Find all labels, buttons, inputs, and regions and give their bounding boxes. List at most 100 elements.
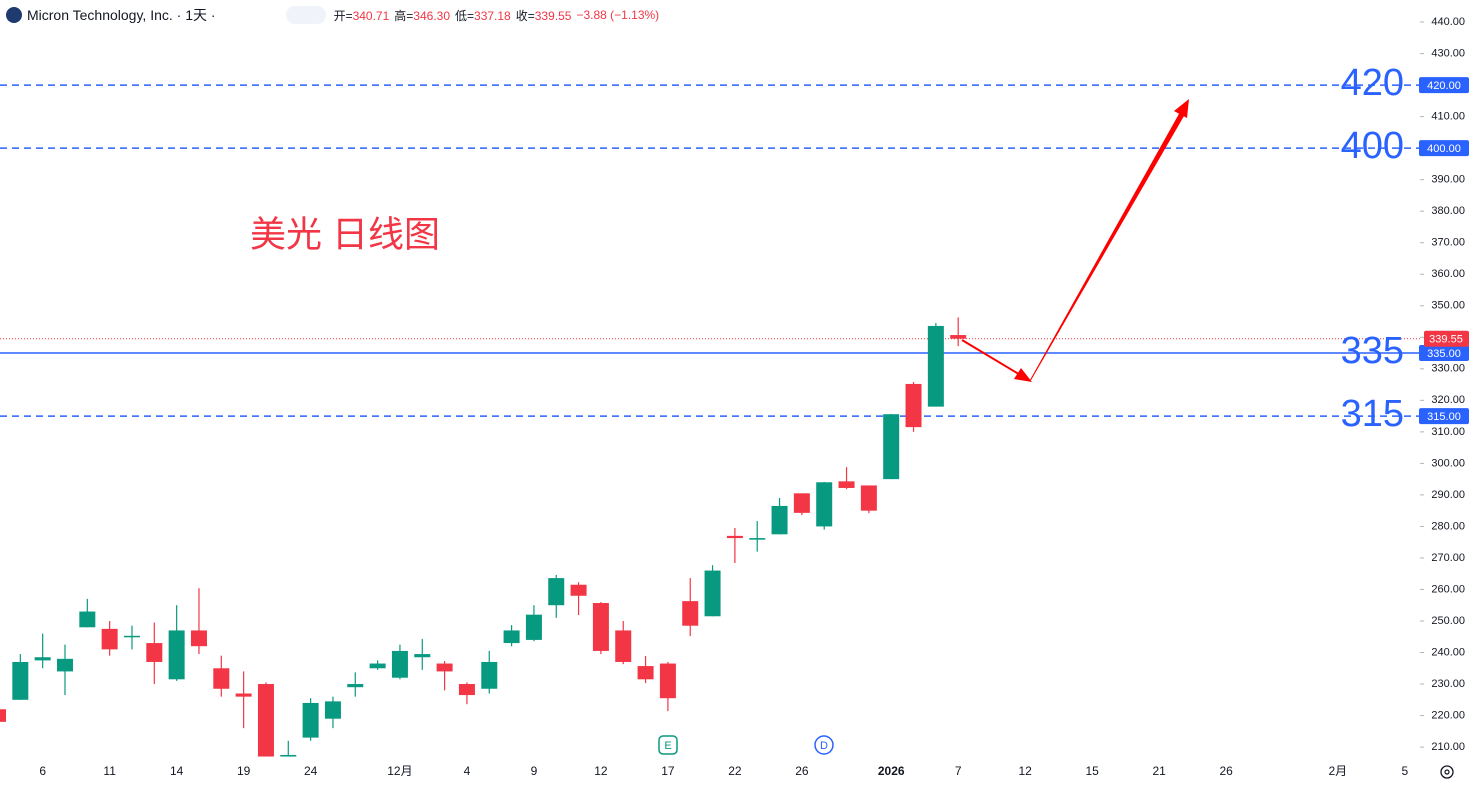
ohlc-low: 低=337.18: [455, 7, 511, 24]
y-tick-label: 440.00: [1431, 16, 1465, 28]
price-tag-label: 420.00: [1427, 80, 1461, 92]
candle-body: [682, 601, 699, 626]
price-tag: [1419, 345, 1469, 362]
candle-body: [101, 628, 118, 650]
y-tick-label: 210.00: [1431, 741, 1465, 753]
level-label: 400: [1341, 125, 1404, 167]
logo: [6, 7, 22, 23]
candle-body: [838, 481, 855, 488]
candle-body: [190, 630, 207, 647]
gear-icon: [1440, 765, 1454, 779]
value: 340.71: [352, 8, 390, 23]
symbol: Micron Technology, Inc. · 1天 ·: [27, 7, 216, 23]
y-tick-label: 280.00: [1431, 520, 1465, 532]
candle-body: [771, 505, 788, 535]
event-badge: [814, 735, 834, 755]
candle-body: [950, 335, 967, 339]
candle-body: [548, 578, 565, 606]
y-tick-label: 260.00: [1431, 583, 1465, 595]
settings[interactable]: [1440, 765, 1454, 779]
x-tick-label: 26: [1219, 764, 1233, 778]
candle-body: [235, 693, 252, 697]
x-tick-label: 6: [39, 764, 46, 778]
x-tick-label: 26: [795, 764, 809, 778]
x-tick-label: 12: [1019, 764, 1033, 778]
candle-body: [302, 702, 319, 738]
candle-body: [615, 630, 632, 662]
candle-body: [347, 684, 364, 688]
candle-body: [436, 663, 453, 672]
header: Micron Technology, Inc. · 1天 · 开=340.71 …: [6, 5, 664, 25]
y-tick-label: 390.00: [1431, 174, 1465, 186]
event-d[interactable]: D: [814, 735, 834, 755]
y-tick-label: 310.00: [1431, 426, 1465, 438]
label: 开=: [333, 8, 353, 23]
candle-body: [391, 650, 408, 678]
candle-body: [860, 485, 877, 511]
price-tag: [1419, 140, 1469, 157]
price-tag: [1419, 408, 1469, 425]
level-label: 315: [1341, 393, 1404, 435]
y-tick-label: 240.00: [1431, 646, 1465, 658]
y-tick-label: 350.00: [1431, 300, 1465, 312]
candle-body: [816, 482, 833, 527]
level-label: 335: [1341, 330, 1404, 372]
y-tick-label: 430.00: [1431, 47, 1465, 59]
candle-body: [56, 658, 73, 672]
price-tag-label: 400.00: [1427, 143, 1461, 155]
last-price-tag-label: 339.55: [1429, 334, 1463, 346]
candle-body: [280, 754, 297, 757]
value: 337.18: [474, 8, 511, 23]
x-tick-label: 12: [594, 764, 608, 778]
ohlc-high: 高=346.30: [394, 7, 450, 24]
arrow: [1029, 112, 1185, 382]
x-tick-label: 2026: [878, 764, 905, 778]
candle-body: [793, 493, 810, 513]
label: 低=: [455, 8, 475, 23]
label: 高=: [394, 8, 414, 23]
candle-body: [883, 414, 900, 480]
x-tick-label: 5: [1401, 764, 1408, 778]
x-tick-label: 2月: [1328, 764, 1347, 778]
arrow: [961, 339, 1023, 377]
candle-body: [34, 657, 51, 661]
label: 收=: [515, 8, 535, 23]
value: 346.30: [413, 8, 450, 23]
candle-body: [369, 663, 386, 669]
candle-body: [570, 584, 587, 596]
y-tick-label: 220.00: [1431, 709, 1465, 721]
candle-body: [525, 614, 542, 640]
arrows: [961, 99, 1189, 382]
candle-body: [503, 630, 520, 644]
ohlc-close: 收=339.55: [516, 7, 572, 24]
candle-body: [726, 535, 743, 539]
candle-body: [146, 643, 163, 662]
y-tick-label: 320.00: [1431, 394, 1465, 406]
price-tag-label: 315.00: [1427, 411, 1461, 423]
candle-body: [927, 325, 944, 407]
x-tick-label: 11: [103, 764, 116, 778]
y-tick-label: 230.00: [1431, 678, 1465, 690]
event-e[interactable]: E: [658, 735, 678, 755]
candle-body: [0, 709, 6, 722]
toggle[interactable]: [285, 6, 326, 24]
y-tick-label: 380.00: [1431, 205, 1465, 217]
gear-icon: [1444, 769, 1450, 775]
event-badge: [658, 735, 678, 755]
x-tick-label: 19: [237, 764, 251, 778]
y-tick-label: 360.00: [1431, 268, 1465, 280]
y-tick-label: 410.00: [1431, 111, 1465, 123]
plot: [0, 84, 1420, 757]
change: −3.88 (−1.13%): [576, 8, 660, 22]
x-tick-label: 17: [661, 764, 675, 778]
candle-body: [458, 684, 475, 696]
y-tick-label: 270.00: [1431, 552, 1465, 564]
x-tick-label: 4: [464, 764, 471, 778]
candle-body: [637, 666, 654, 680]
candle-body: [592, 603, 609, 651]
x-tick-label: 24: [304, 764, 318, 778]
candle-body: [257, 684, 274, 757]
x-tick-label: 15: [1085, 764, 1099, 778]
annotation: 美光 日线图: [250, 214, 440, 255]
